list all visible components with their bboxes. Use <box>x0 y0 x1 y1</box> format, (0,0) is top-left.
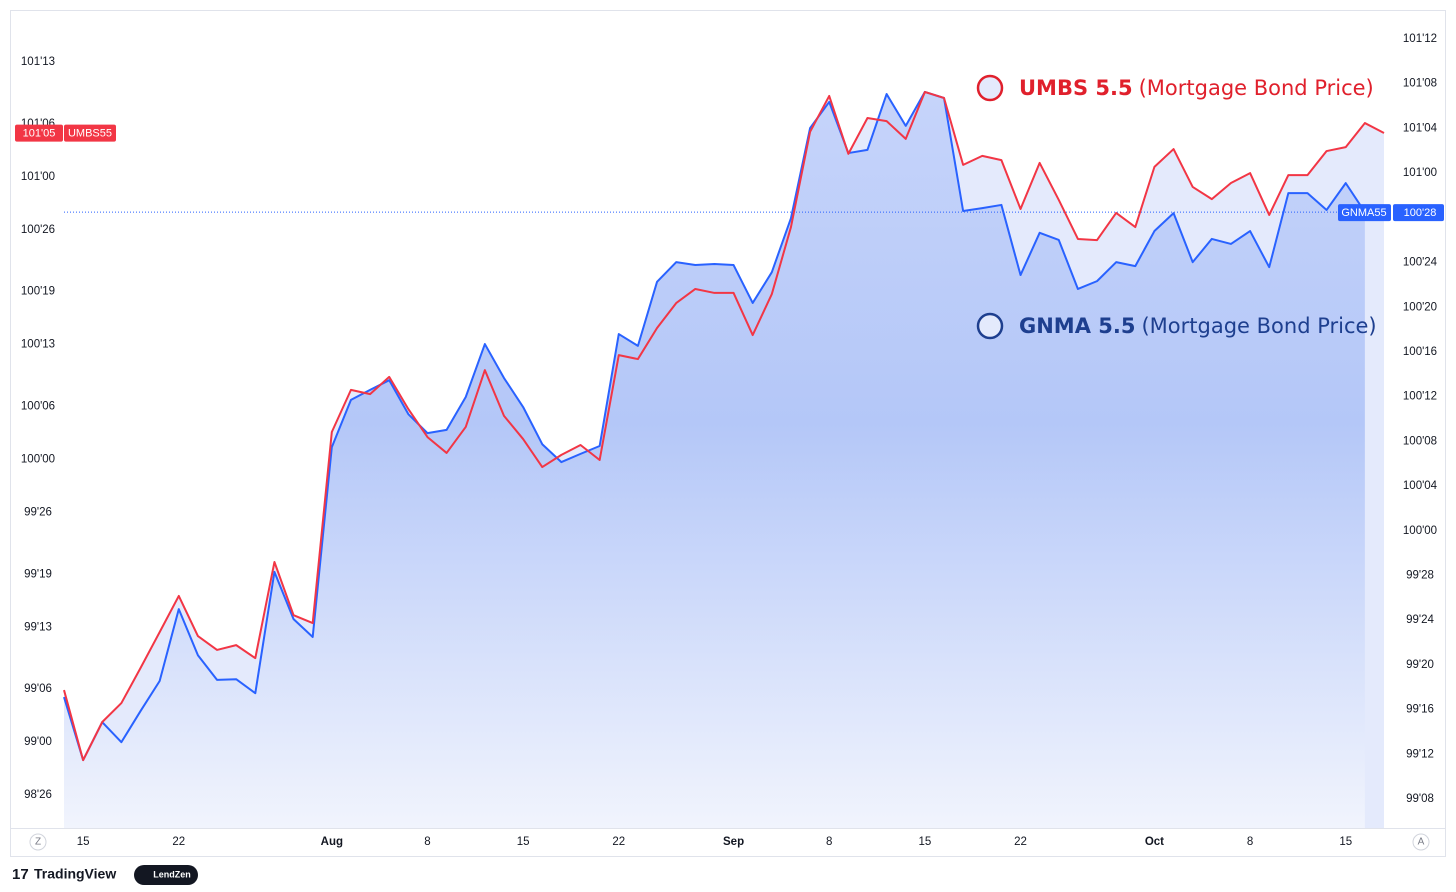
legend-note: (Mortgage Bond Price) <box>1141 314 1376 338</box>
x-tick-label: 15 <box>517 836 530 848</box>
y2-tick-label: 99'16 <box>1406 704 1434 716</box>
y-tick-label: 99'19 <box>24 568 52 580</box>
partner-logo: LendZen <box>153 869 191 879</box>
y2-tick-label: 100'20 <box>1403 301 1437 313</box>
x-tick-label: 8 <box>826 836 832 848</box>
legend-entry: UMBS 5.5 (Mortgage Bond Price) <box>1019 76 1374 100</box>
line <box>63 90 1385 762</box>
x-tick-label: 15 <box>918 836 931 848</box>
y-tick-label: 101'13 <box>21 56 55 68</box>
x-tick-label: Aug <box>321 836 343 848</box>
y2-tick-label: 99'28 <box>1406 570 1434 582</box>
y-tick-label: 98'26 <box>24 789 52 801</box>
x-tick-label: 22 <box>172 836 185 848</box>
y2-tick-label: 100'00 <box>1403 525 1437 537</box>
symbol-tag <box>1338 204 1391 222</box>
area <box>64 91 1365 829</box>
price-tag <box>15 124 63 142</box>
y2-tick-label: 101'12 <box>1403 33 1437 45</box>
line <box>63 90 1366 762</box>
y2-tick-label: 101'08 <box>1403 78 1437 90</box>
symbol-tag <box>64 124 116 142</box>
x-tick-label: 15 <box>1339 836 1352 848</box>
y2-tick-label: 100'12 <box>1403 391 1437 403</box>
y2-tick-label: 101'00 <box>1403 167 1437 179</box>
y-tick-label: 100'00 <box>21 453 55 465</box>
zoom-button[interactable] <box>29 833 47 851</box>
brand-icon: 17 <box>12 866 29 883</box>
button-label[interactable]: Z <box>35 837 41 848</box>
x-tick-label: Oct <box>1145 836 1164 848</box>
price-tag <box>1393 204 1444 222</box>
auto-button[interactable] <box>1412 833 1430 851</box>
y2-tick-label: 100'16 <box>1403 346 1437 358</box>
y2-tick-label: 99'08 <box>1406 793 1434 805</box>
legend-entry: GNMA 5.5 (Mortgage Bond Price) <box>1019 314 1377 338</box>
x-tick-label: 8 <box>1247 836 1253 848</box>
x-tick-label: 22 <box>612 836 625 848</box>
y2-tick-label: 99'24 <box>1406 614 1434 626</box>
y2-tick-label: 99'12 <box>1406 748 1434 760</box>
y-tick-label: 100'13 <box>21 339 55 351</box>
y2-tick-label: 100'08 <box>1403 435 1437 447</box>
y-tick-label: 99'00 <box>24 736 52 748</box>
y2-tick-label: 100'04 <box>1403 480 1438 492</box>
brand-logo: TradingView <box>34 866 116 882</box>
y-tick-label: 100'26 <box>21 224 55 236</box>
y2-tick-label: 100'24 <box>1403 257 1438 269</box>
y-tick-label: 100'06 <box>21 400 55 412</box>
y-tick-label: 100'19 <box>21 286 55 298</box>
y2-tick-label: 101'04 <box>1403 122 1438 134</box>
price-tag-label: 100'28 <box>1404 207 1437 219</box>
legend-note: (Mortgage Bond Price) <box>1139 76 1374 100</box>
x-tick-label: 22 <box>1014 836 1027 848</box>
symbol-tag-label: UMBS55 <box>68 128 112 140</box>
y-tick-label: 101'00 <box>21 171 55 183</box>
legend-marker <box>976 312 1004 340</box>
x-tick-label: 15 <box>77 836 90 848</box>
plot-area <box>63 90 1385 829</box>
y2-tick-label: 99'20 <box>1406 659 1434 671</box>
x-tick-label: 8 <box>424 836 430 848</box>
legend-name: UMBS 5.5 <box>1019 76 1133 100</box>
y-tick-label: 99'13 <box>24 621 52 633</box>
price-tag-label: 101'05 <box>23 128 56 140</box>
chart-frame <box>10 10 1446 857</box>
symbol-tag-label: GNMA55 <box>1341 207 1386 219</box>
y-tick-label: 99'26 <box>24 506 52 518</box>
legend-name: GNMA 5.5 <box>1019 314 1135 338</box>
x-tick-label: Sep <box>723 836 744 848</box>
partner-badge <box>134 865 198 885</box>
button-label[interactable]: A <box>1418 837 1425 848</box>
y-tick-label: 99'06 <box>24 683 52 695</box>
legend-marker <box>976 74 1004 102</box>
